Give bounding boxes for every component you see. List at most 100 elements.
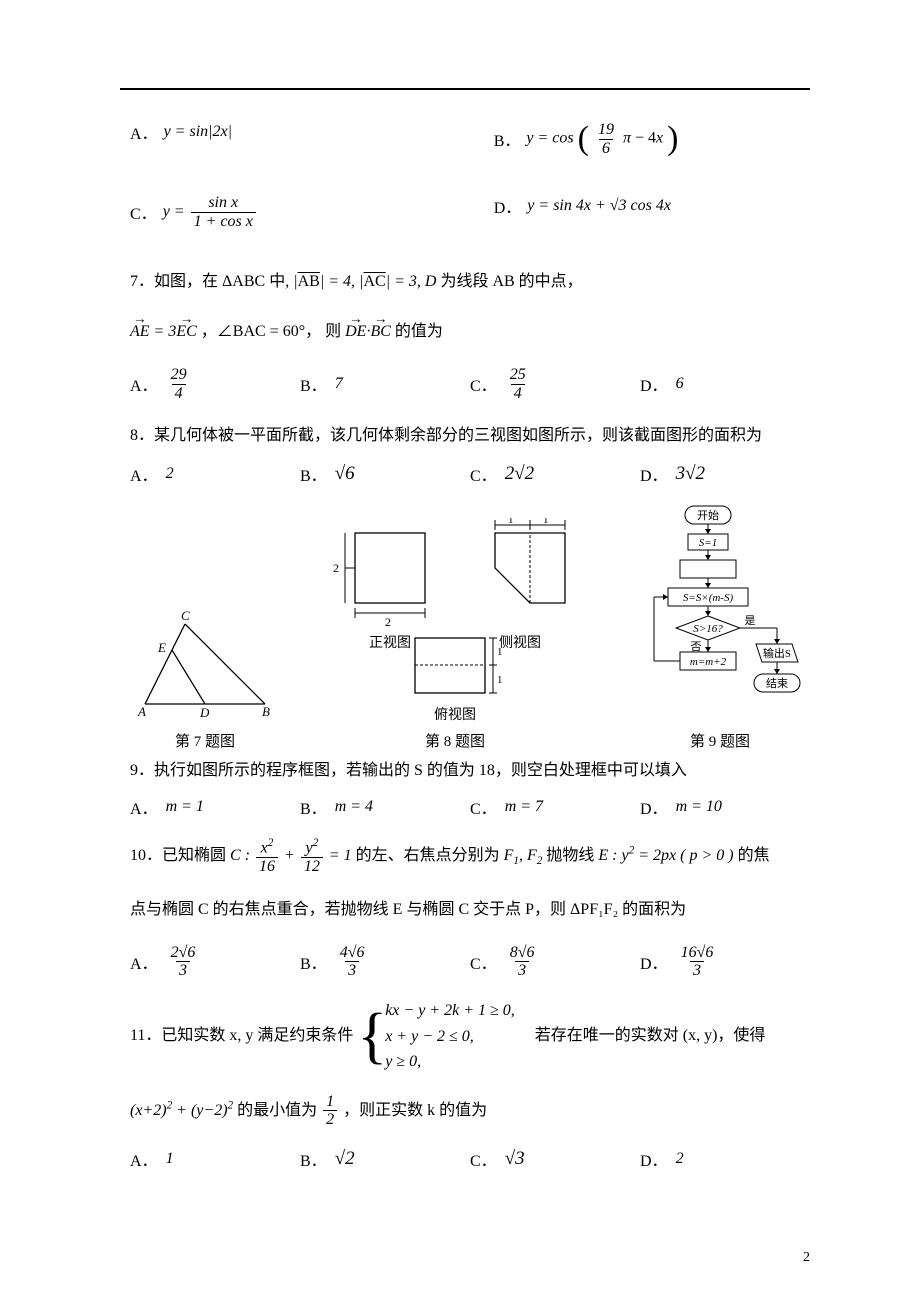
svg-text:1: 1 — [497, 674, 503, 686]
val: √2 — [335, 1148, 355, 1170]
svg-text:2: 2 — [385, 615, 391, 629]
val: 2 — [166, 465, 174, 483]
txt: 的值为 — [395, 323, 443, 340]
q10-stem-1: 10．已知椭圆 C : x216 + y212 = 1 的左、右焦点分别为 F1… — [130, 837, 810, 876]
q11-options: A．1 B．√2 C．√3 D．2 — [130, 1147, 810, 1171]
val: m = 4 — [335, 798, 373, 816]
svg-text:S>16?: S>16? — [693, 623, 723, 635]
q6-opt-c: C． y = sin x1 + cos x — [130, 194, 264, 230]
lab: D． — [640, 372, 668, 396]
den: 3 — [515, 961, 529, 980]
val: 1 — [166, 1150, 174, 1168]
q7-stem-1: 7．如图，在 ΔABC 中, |AB| = 4, |AC| = 3, D 为线段… — [130, 266, 810, 298]
line: x + y − 2 ≤ 0, — [385, 1024, 515, 1050]
val: 3√2 — [676, 463, 705, 485]
num: 4√6 — [337, 944, 368, 962]
q8-options: A．2 B．√6 C．2√2 D．3√2 — [130, 462, 810, 486]
den: 2 — [323, 1110, 337, 1129]
lab: D． — [640, 795, 668, 819]
figure-row: A B C D E 第 7 题图 2 2 1 1 — [130, 504, 810, 751]
opt-label: C． — [130, 200, 157, 224]
page-number: 2 — [803, 1250, 810, 1266]
q6-options-row2: C． y = sin x1 + cos x D． y = sin 4x + √3… — [130, 194, 810, 248]
txt: 10．已知椭圆 — [130, 847, 230, 864]
txt: ，∠BAC = 60°， 则 — [201, 323, 345, 340]
opt-label: D． — [494, 194, 522, 218]
q6-b-expr: y = cos ( 196 π − 4x ) — [526, 120, 678, 158]
q10-options: A． 2√63 B． 4√63 C． 8√63 D． 16√63 — [130, 944, 810, 980]
den: 3 — [176, 961, 190, 980]
txt: 11．已知实数 x, y 满足约束条件 — [130, 1020, 353, 1052]
val: √3 — [505, 1148, 525, 1170]
num: 25 — [507, 366, 529, 384]
num: 16√6 — [678, 944, 717, 962]
q7-stem-2: AE = 3EC ，∠BAC = 60°， 则 DE·BC 的值为 — [130, 316, 810, 348]
svg-text:开始: 开始 — [697, 508, 719, 522]
svg-text:否: 否 — [691, 641, 702, 653]
lab: 侧视图 — [455, 632, 585, 652]
lab: B． — [300, 1147, 327, 1171]
opt-label: B． — [494, 127, 521, 151]
den: 1 + cos x — [191, 212, 256, 231]
caption: 第 9 题图 — [690, 730, 750, 751]
lab: C． — [470, 950, 497, 974]
lab: A． — [130, 1147, 158, 1171]
val: m = 1 — [166, 798, 204, 816]
q6-opt-d: D． y = sin 4x + √3 cos 4x — [494, 194, 677, 218]
lab: C． — [470, 462, 497, 486]
num: 8√6 — [507, 944, 538, 962]
svg-text:m=m+2: m=m+2 — [690, 656, 727, 668]
num: 19 — [595, 121, 617, 139]
q6-opt-b: B． y = cos ( 196 π − 4x ) — [494, 120, 685, 158]
lab: A． — [130, 372, 158, 396]
txt: = 3 — [150, 323, 177, 340]
three-view-svg: 2 2 1 1 1 1 — [325, 518, 585, 708]
svg-text:1: 1 — [508, 518, 514, 526]
txt: 的焦 — [738, 847, 770, 864]
lab: D． — [640, 462, 668, 486]
lab: A． — [130, 950, 158, 974]
q6-d-expr: y = sin 4x + √3 cos 4x — [527, 197, 671, 215]
svg-text:A: A — [137, 704, 146, 719]
svg-text:是: 是 — [745, 614, 756, 627]
q6-options: A． y = sin|2x| B． y = cos ( 196 π − 4x ) — [130, 120, 810, 176]
den: 3 — [690, 961, 704, 980]
den: 3 — [345, 961, 359, 980]
svg-text:B: B — [262, 704, 270, 719]
lab: B． — [300, 372, 327, 396]
lab: C． — [470, 1147, 497, 1171]
svg-text:S=1: S=1 — [699, 537, 717, 549]
lab: B． — [300, 950, 327, 974]
txt: 7．如图，在 ΔABC 中, — [130, 273, 289, 290]
den: 4 — [511, 384, 525, 403]
fig-q8: 2 2 1 1 1 1 正视图 侧视图 俯视图 — [325, 518, 585, 751]
lab: 俯视图 — [434, 704, 476, 724]
txt: 抛物线 — [546, 847, 598, 864]
triangle-svg: A B C D E — [130, 604, 280, 724]
lab: A． — [130, 462, 158, 486]
q6-opt-a: A． y = sin|2x| — [130, 120, 238, 144]
num: 1 — [323, 1093, 337, 1111]
val: 2 — [676, 1150, 684, 1168]
flowchart-svg: 开始 S=1 S=S×(m-S) S>16? 是 否 m=m+2 输出S 结束 — [630, 504, 810, 724]
q11-stem-1: 11．已知实数 x, y 满足约束条件 { kx − y + 2k + 1 ≥ … — [130, 998, 810, 1075]
svg-text:结束: 结束 — [766, 677, 788, 690]
q9-options: A．m = 1 B．m = 4 C．m = 7 D．m = 10 — [130, 795, 810, 819]
line: y ≥ 0, — [385, 1049, 515, 1075]
line: kx − y + 2k + 1 ≥ 0, — [385, 998, 515, 1024]
txt: 为线段 AB 的中点， — [440, 273, 582, 290]
svg-text:S=S×(m-S): S=S×(m-S) — [683, 592, 734, 604]
den: 6 — [599, 139, 613, 158]
lab: C． — [470, 795, 497, 819]
txt: ，则正实数 k 的值为 — [343, 1102, 487, 1119]
svg-text:E: E — [157, 640, 166, 655]
txt: y = cos — [526, 130, 573, 147]
constraint-system: { kx − y + 2k + 1 ≥ 0, x + y − 2 ≤ 0, y … — [357, 998, 514, 1075]
val: m = 7 — [505, 798, 543, 816]
svg-text:输出S: 输出S — [763, 646, 791, 660]
den: 4 — [172, 384, 186, 403]
val: m = 10 — [676, 798, 722, 816]
lab: B． — [300, 795, 327, 819]
fig-q7: A B C D E 第 7 题图 — [130, 604, 280, 751]
opt-label: A． — [130, 120, 158, 144]
